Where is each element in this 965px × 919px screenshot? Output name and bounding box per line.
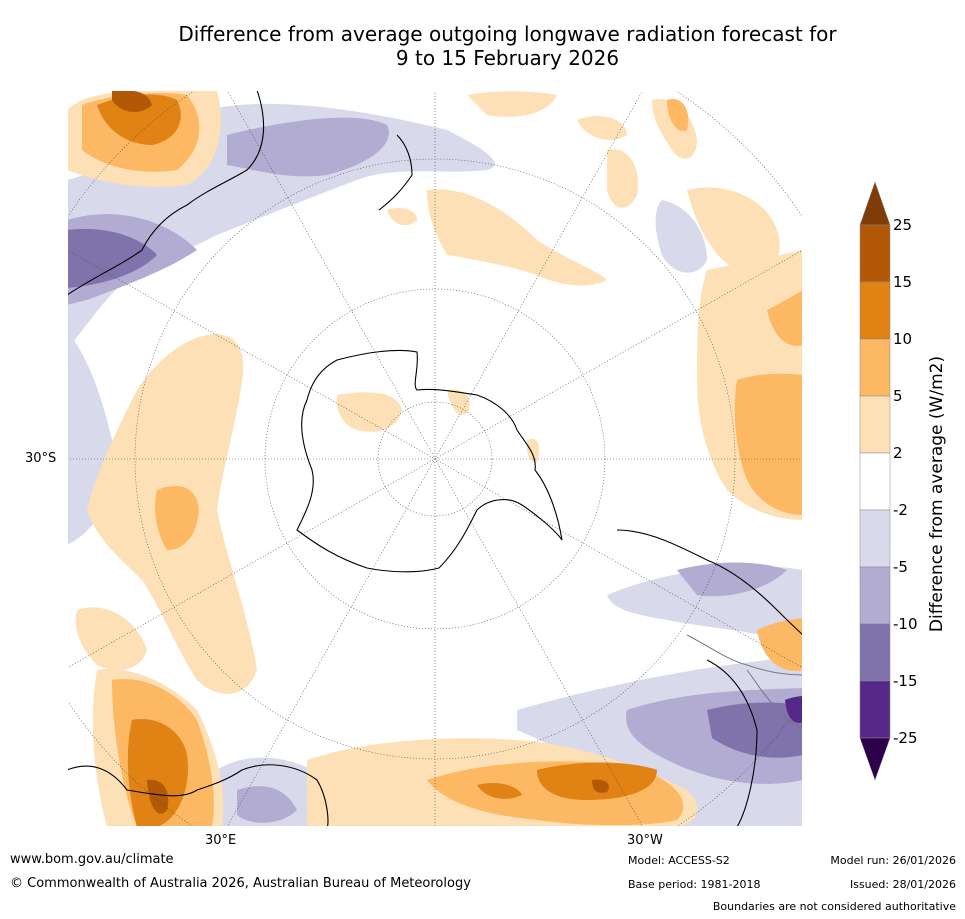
- longitude-label-30w: 30°W: [627, 833, 663, 848]
- country-borders: [686, 634, 803, 731]
- colorbar-segment: [859, 281, 891, 340]
- graticule: [67, 90, 803, 827]
- footer-base-period: Base period: 1981-2018: [628, 878, 761, 891]
- footer-model-run: Model run: 26/01/2026: [830, 854, 956, 867]
- colorbar-tick-label: -15: [893, 672, 918, 690]
- colorbar-tick-label: 25: [893, 216, 913, 234]
- colorbar-tick-label: 2: [893, 444, 903, 462]
- colorbar-segment: [859, 509, 891, 568]
- colorbar-tick-label: 5: [893, 387, 903, 405]
- colorbar-segment: [859, 680, 891, 739]
- colorbar-tick-label: 10: [893, 330, 913, 348]
- longitude-label-30e: 30°E: [205, 833, 237, 848]
- anomaly-band-neg15-neg25: [785, 696, 803, 723]
- colorbar-tick-label: -5: [893, 558, 908, 576]
- colorbar-segment: [859, 623, 891, 682]
- anomaly-band-10-15: [97, 94, 657, 827]
- colorbar-extend-min: [859, 737, 891, 781]
- title-line-1: Difference from average outgoing longwav…: [178, 22, 837, 46]
- colorbar-tick-label: -10: [893, 615, 918, 633]
- australia-outline: [67, 90, 265, 296]
- colorbar-extend-max: [859, 181, 891, 226]
- new-zealand-outline: [378, 134, 413, 211]
- colorbar-label: Difference from average (W/m2): [927, 355, 947, 633]
- map-title: Difference from average outgoing longwav…: [80, 22, 935, 70]
- colorbar-segments: [859, 181, 891, 781]
- antarctica-coastline: [296, 349, 563, 573]
- polar-anomaly-map: [67, 90, 803, 827]
- title-line-2: 9 to 15 February 2026: [395, 46, 620, 70]
- colorbar-segment: [859, 566, 891, 625]
- latitude-label-30s: 30°S: [25, 451, 57, 466]
- colorbar-tick-label: -2: [893, 501, 908, 519]
- footer-copyright: © Commonwealth of Australia 2026, Austra…: [10, 876, 471, 891]
- colorbar-tick-label: 15: [893, 273, 913, 291]
- colorbar-segment: [859, 224, 891, 283]
- footer-model: Model: ACCESS-S2: [628, 854, 730, 867]
- colorbar-segment: [859, 395, 891, 454]
- south-america-outline: [616, 529, 803, 636]
- colorbar: [859, 181, 891, 781]
- anomaly-band-15-25: [112, 90, 609, 814]
- africa-outline: [67, 764, 329, 827]
- footer-disclaimer: Boundaries are not considered authoritat…: [712, 900, 956, 913]
- continent-outlines: [67, 90, 803, 827]
- anomaly-band-neg10-neg15: [67, 228, 803, 758]
- footer-url[interactable]: www.bom.gov.au/climate: [10, 852, 174, 867]
- colorbar-segment: [859, 452, 891, 511]
- footer-issued: Issued: 28/01/2026: [849, 878, 956, 891]
- colorbar-segment: [859, 338, 891, 397]
- colorbar-tick-label: -25: [893, 729, 918, 747]
